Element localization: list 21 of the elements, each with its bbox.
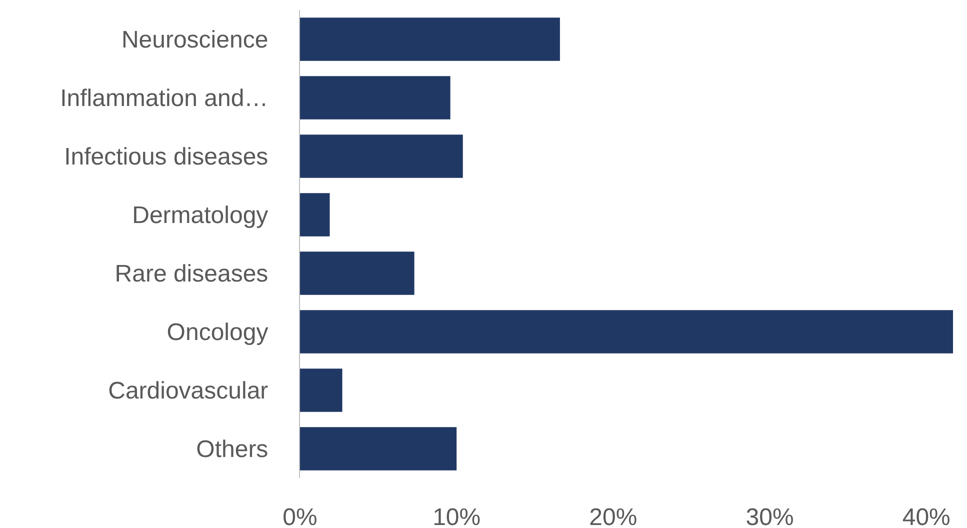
y-tick-label: Neuroscience: [121, 26, 268, 54]
bar: [300, 134, 463, 178]
y-tick-label: Cardiovascular: [108, 378, 268, 405]
x-tick-label: 20%: [589, 504, 638, 528]
x-tick-label: 30%: [746, 504, 794, 528]
y-tick-label: Inflammation and…: [60, 85, 268, 112]
bar: [300, 310, 953, 354]
x-tick-label: 10%: [432, 504, 481, 528]
bar: [300, 193, 330, 236]
y-tick-label: Oncology: [166, 319, 268, 346]
x-tick-label: 0%: [282, 504, 318, 528]
bar: [300, 252, 414, 295]
x-tick-label: 40%: [902, 504, 950, 528]
y-tick-label: Dermatology: [132, 202, 268, 230]
y-tick-label: Others: [196, 436, 268, 464]
y-tick-label: Rare diseases: [114, 260, 268, 288]
y-tick-label: Infectious diseases: [64, 144, 268, 171]
bar: [300, 368, 342, 412]
bar: [300, 427, 457, 470]
bar: [300, 76, 450, 120]
bar: [300, 18, 560, 61]
